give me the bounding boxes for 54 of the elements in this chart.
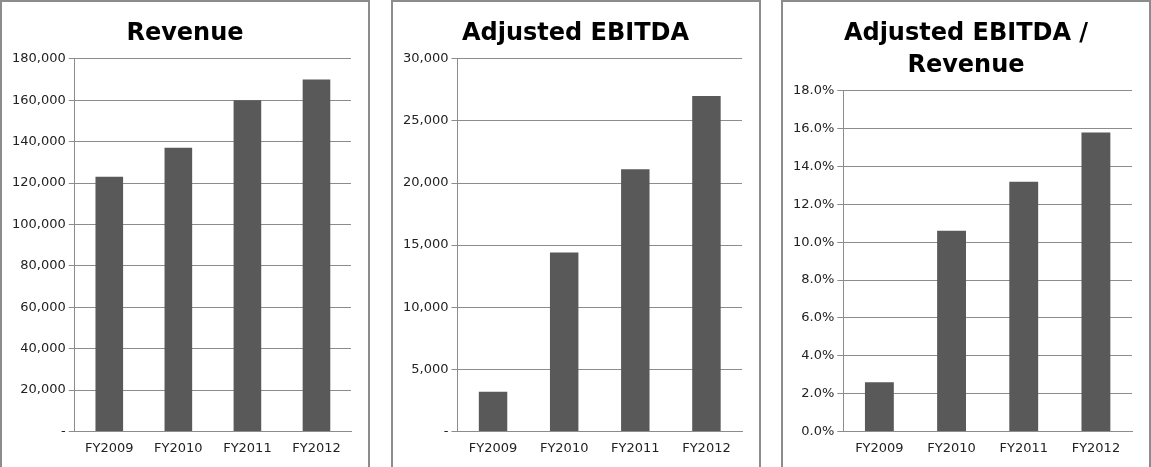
x-tick-label: FY2010 [927,439,976,455]
bar [1009,181,1039,431]
bar [95,176,124,431]
y-tick-label: 8.0% [801,271,835,287]
bar [233,100,262,431]
x-tick-label: FY2009 [855,439,904,455]
bar [302,79,331,431]
bar [1081,132,1111,431]
x-tick-label: FY2009 [85,439,134,455]
chart-title: Adjusted EBITDA [461,17,690,48]
y-tick-label: 14.0% [792,157,835,173]
bar [691,96,721,431]
bar [937,230,966,431]
y-tick-label: 4.0% [801,347,835,363]
y-tick-label: 2.0% [801,384,835,400]
bar [164,147,193,431]
x-tick-label: FY2010 [154,439,203,455]
y-tick-label: 12.0% [792,195,835,211]
y-tick-label: 6.0% [801,309,835,325]
y-tick-label: 160,000 [11,91,66,107]
y-tick-label: 15,000 [402,236,448,252]
y-tick-label: 30,000 [402,50,448,66]
y-tick-label: 40,000 [20,339,66,355]
y-tick-label: 25,000 [402,112,448,128]
y-tick-label: 0.0% [801,422,835,438]
y-tick-label: 140,000 [11,132,66,148]
y-tick-label: - [443,422,449,438]
y-tick-label: 180,000 [11,50,66,66]
bar [620,169,650,431]
bar [549,252,578,431]
x-tick-label: FY2012 [292,439,341,455]
x-tick-label: FY2009 [468,439,517,455]
y-tick-label: - [61,422,67,438]
bar [864,382,894,431]
y-tick-label: 20,000 [20,381,66,397]
chart-title: Revenue [126,17,244,48]
y-tick-label: 20,000 [402,174,448,190]
y-tick-label: 5,000 [410,360,448,376]
chart-title: Adjusted EBITDA / Revenue [842,17,1090,80]
y-tick-label: 10.0% [792,233,835,249]
y-tick-label: 10,000 [402,298,448,314]
x-tick-label: FY2010 [539,439,588,455]
y-tick-label: 60,000 [20,298,66,314]
y-tick-label: 120,000 [11,174,66,190]
y-tick-label: 100,000 [11,215,66,231]
y-tick-label: 16.0% [792,120,835,136]
x-tick-label: FY2011 [223,439,272,455]
y-tick-label: 80,000 [20,257,66,273]
x-tick-label: FY2011 [610,439,660,455]
bar [478,391,507,431]
x-tick-label: FY2011 [999,439,1048,455]
y-tick-label: 18.0% [792,82,835,98]
x-tick-label: FY2012 [681,439,731,455]
x-tick-label: FY2012 [1071,439,1121,455]
